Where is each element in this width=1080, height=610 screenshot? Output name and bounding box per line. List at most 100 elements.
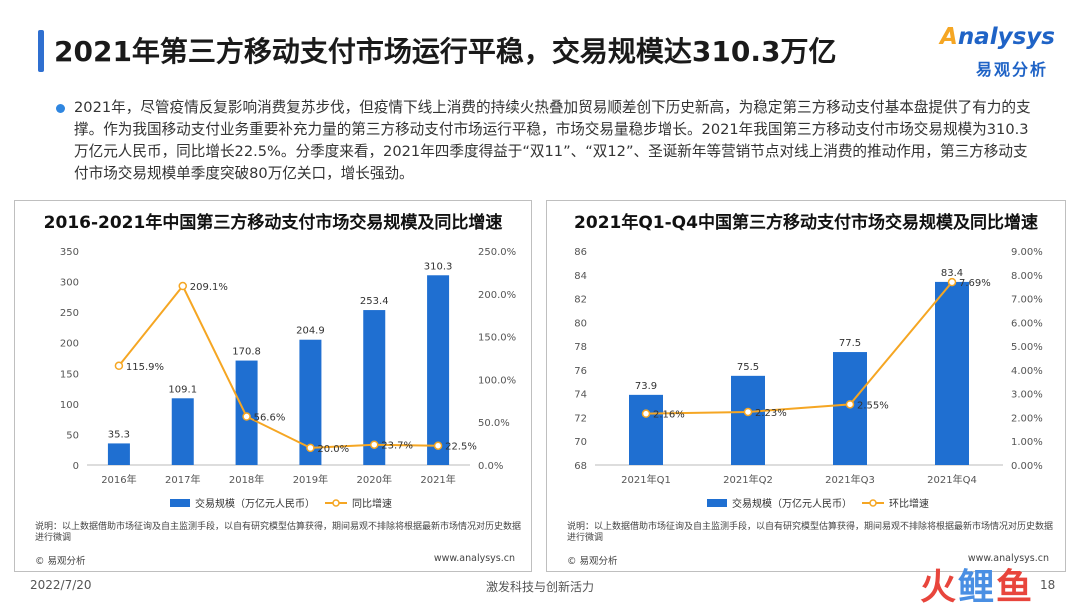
growth-point	[306, 443, 315, 453]
bar	[731, 375, 765, 465]
chart-annual-svg: 0 50 100 150 200 250 300 350 0.0% 50.0% 100.0% 150.…	[60, 247, 516, 510]
bar	[299, 339, 322, 465]
growth-line	[118, 284, 439, 449]
legend-swatch-marker	[332, 499, 340, 507]
chart-website: www.analysys.cn	[433, 553, 515, 564]
y2-tick-label: 1.00%	[1011, 437, 1043, 448]
chart-panel-annual: 2016-2021年中国第三方移动支付市场交易规模及同比增速 0 50 100 150…	[14, 200, 532, 572]
growth-point	[845, 400, 855, 409]
footer-slogan: 激发科技与创新活力	[485, 580, 594, 594]
page-title: 2021年第三方移动支付市场运行平稳，交易规模达310.3万亿	[54, 35, 837, 68]
y2-tick-label: 50.0%	[478, 418, 510, 429]
x-tick-label: 2021年	[420, 473, 455, 486]
y2-tick-label: 5.00%	[1011, 342, 1043, 353]
growth-line	[645, 281, 953, 415]
chart-title: 2021年Q1-Q4中国第三方移动支付市场交易规模及同比增速	[574, 213, 1038, 233]
bar-value-label: 109.1	[168, 384, 197, 395]
legend-swatch-bar	[707, 499, 727, 507]
y-tick-label: 100	[60, 400, 79, 411]
y-tick-label: 78	[574, 342, 587, 353]
bar-value-label: 170.8	[232, 347, 261, 358]
y-tick-label: 0	[73, 461, 79, 472]
y-tick-label: 150	[60, 369, 79, 380]
growth-point	[370, 440, 379, 449]
bar	[171, 398, 194, 465]
bar-value-label: 35.3	[108, 429, 130, 440]
x-tick-label: 2021年Q3	[825, 473, 875, 486]
bar	[107, 443, 130, 465]
y-tick-label: 70	[574, 437, 587, 448]
y2-tick-label: 150.0%	[478, 333, 516, 344]
chart-website: www.analysys.cn	[967, 553, 1049, 564]
growth-value-label: 20.0%	[317, 444, 349, 455]
growth-point	[114, 361, 124, 371]
x-tick-label: 2021年Q1	[621, 473, 671, 486]
growth-value-label: 22.5%	[445, 442, 477, 453]
bullet-dot-icon	[56, 104, 65, 113]
chart-source: © 易观分析	[35, 556, 86, 567]
y-tick-label: 76	[574, 366, 587, 377]
chart-title: 2016-2021年中国第三方移动支付市场交易规模及同比增速	[43, 213, 503, 233]
y-tick-label: 80	[574, 318, 587, 329]
y-tick-label: 68	[574, 461, 587, 472]
x-tick-label: 2016年	[101, 473, 136, 486]
summary-paragraph: 2021年，尽管疫情反复影响消费复苏步伐，但疫情下线上消费的持续火热叠加贸易顺差…	[74, 99, 1031, 182]
y2-tick-label: 4.00%	[1011, 366, 1043, 377]
y2-tick-label: 7.00%	[1011, 295, 1043, 306]
y2-tick-label: 3.00%	[1011, 390, 1043, 401]
y2-tick-label: 200.0%	[478, 290, 516, 301]
y2-tick-label: 8.00%	[1011, 271, 1043, 282]
chart-quarterly-svg: 68 70 72 74 76 78 80 82 84 86 0.00% 1.00% 2.00% 3.00%…	[574, 247, 1043, 510]
bar-value-label: 77.5	[839, 338, 861, 349]
bar	[935, 281, 969, 465]
bar-value-label: 73.9	[635, 381, 657, 392]
y2-tick-label: 100.0%	[478, 375, 516, 386]
growth-value-label: 56.6%	[254, 413, 286, 424]
y-tick-label: 82	[574, 295, 587, 306]
growth-point	[433, 441, 443, 450]
growth-value-label: 2.16%	[653, 410, 685, 421]
bar-value-label: 310.3	[424, 261, 453, 272]
growth-point	[947, 277, 957, 287]
growth-value-label: 209.1%	[190, 282, 228, 293]
y-tick-label: 350	[60, 247, 79, 258]
growth-point	[178, 281, 187, 291]
y-tick-label: 86	[574, 247, 587, 258]
legend-label: 环比增速	[889, 497, 929, 510]
growth-value-label: 7.69%	[959, 278, 991, 289]
legend-label: 同比增速	[352, 497, 392, 510]
chart-note: 说明：以上数据借助市场征询及自主监测手段，以自有研究模型估算获得，期间易观不排除…	[35, 522, 522, 543]
footer-date: 2022/7/20	[30, 578, 92, 592]
y-tick-label: 72	[574, 413, 587, 424]
growth-value-label: 2.23%	[755, 408, 787, 419]
legend-swatch-marker	[869, 499, 877, 507]
logo-text-en: nalysys	[957, 24, 1055, 50]
x-tick-label: 2018年	[229, 473, 264, 486]
logo-initial: A	[940, 24, 958, 50]
growth-point	[641, 409, 651, 418]
logo-text-cn: 易观分析	[976, 60, 1049, 79]
growth-value-label: 23.7%	[381, 441, 413, 452]
bar-value-label: 83.4	[941, 268, 963, 279]
y-tick-label: 84	[574, 271, 587, 282]
x-tick-label: 2021年Q4	[927, 473, 977, 486]
y-tick-label: 300	[60, 278, 79, 289]
growth-value-label: 2.55%	[857, 400, 889, 411]
bar	[427, 275, 450, 465]
growth-point	[242, 412, 251, 421]
bar-value-label: 75.5	[737, 362, 759, 373]
x-tick-label: 2017年	[165, 473, 200, 486]
y2-tick-label: 0.00%	[1011, 461, 1043, 472]
legend-label: 交易规模（万亿元人民币）	[195, 497, 315, 510]
chart-panel-quarterly: 2021年Q1-Q4中国第三方移动支付市场交易规模及同比增速 68 70 72 74 7…	[546, 200, 1066, 572]
analysys-logo: Analysys 易观分析	[940, 24, 1065, 84]
bar	[629, 394, 663, 465]
y2-tick-label: 250.0%	[478, 247, 516, 258]
x-tick-label: 2020年	[357, 473, 392, 486]
page-number: 18	[1040, 578, 1056, 592]
growth-point	[743, 407, 753, 417]
y2-tick-label: 9.00%	[1011, 247, 1043, 258]
bar-value-label: 204.9	[296, 326, 325, 337]
legend-label: 交易规模（万亿元人民币）	[732, 497, 852, 510]
x-tick-label: 2021年Q2	[723, 473, 773, 486]
